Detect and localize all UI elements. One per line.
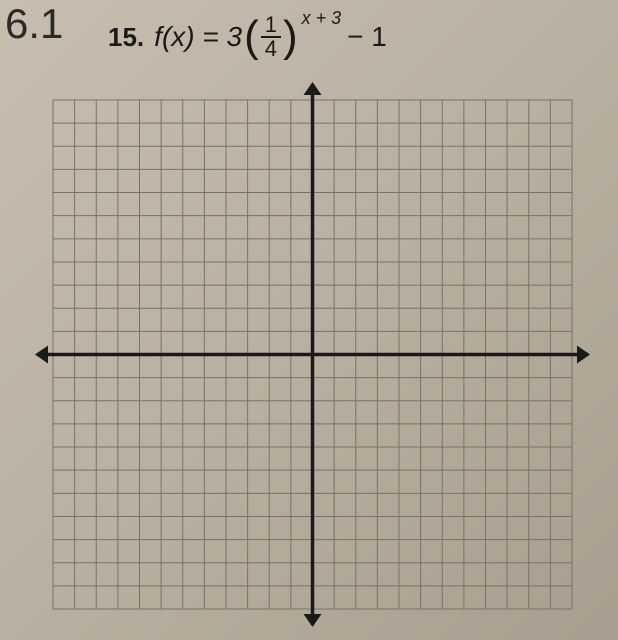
numerator: 1 [261,14,281,38]
open-paren: ( [162,21,171,53]
left-big-paren: ( [244,19,259,54]
close-paren: ) = [185,21,226,53]
base-fraction-group: ( 1 4 ) [244,14,298,60]
section-number: 6.1 [5,0,63,48]
fraction: 1 4 [261,14,281,60]
equation: f ( x ) = 3 ( 1 4 ) x + 3 − 1 [154,14,387,60]
right-big-paren: ) [283,19,298,54]
constant-term: − 1 [347,21,387,53]
coefficient: 3 [227,21,243,53]
exponent: x + 3 [302,8,342,29]
function-name: f [154,21,162,53]
denominator: 4 [261,38,281,60]
coordinate-grid [35,82,590,627]
grid-svg [35,82,590,627]
problem-header: 15. f ( x ) = 3 ( 1 4 ) x + 3 − 1 [108,14,387,60]
problem-number: 15. [108,22,144,53]
variable: x [171,21,185,53]
